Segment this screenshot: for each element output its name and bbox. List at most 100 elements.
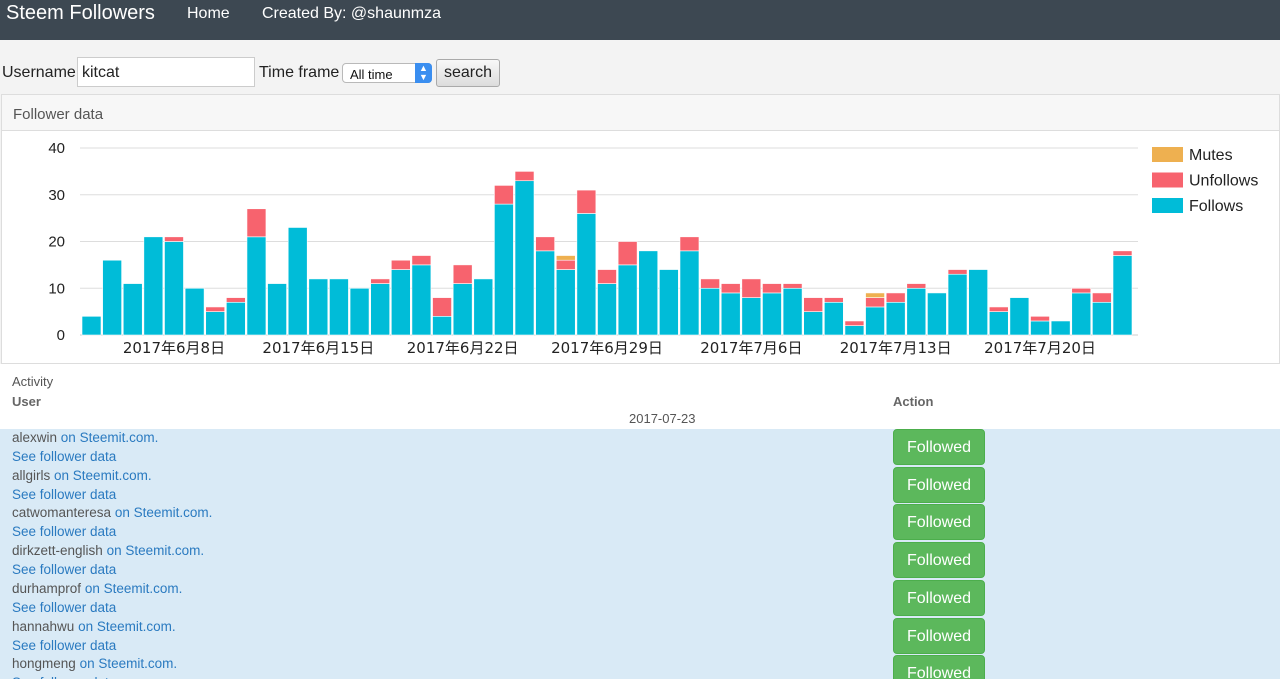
user-line: hannahwu on Steemit.com. [12, 619, 176, 634]
y-tick-label: 10 [48, 280, 65, 297]
bar-unfollows [782, 283, 803, 289]
brand-title[interactable]: Steem Followers [6, 2, 155, 24]
x-tick-label: 2017年6月15日 [262, 339, 374, 357]
bar-follows [947, 273, 968, 336]
bar-unfollows [514, 171, 535, 182]
bar-follows [473, 278, 494, 336]
bar-unfollows [1092, 292, 1112, 303]
bar-follows [927, 292, 947, 336]
username-input[interactable]: kitcat [77, 57, 255, 87]
bar-follows [514, 180, 535, 336]
followed-button[interactable]: Followed [893, 655, 985, 679]
bar-unfollows [741, 278, 762, 298]
bar-unfollows [576, 189, 597, 214]
activity-section: Activity User Action 2017-07-23 alexwin … [0, 364, 1280, 679]
legend-label: Follows [1189, 198, 1243, 215]
bar-follows [164, 241, 184, 336]
see-follower-data-link[interactable]: See follower data [12, 524, 117, 540]
bar-follows [287, 227, 308, 336]
bar-follows [803, 311, 824, 336]
user-line: hongmeng on Steemit.com. [12, 656, 177, 671]
bar-unfollows [246, 208, 267, 238]
see-follower-data-link[interactable]: See follower data [12, 449, 117, 464]
x-tick-label: 2017年7月20日 [984, 339, 1096, 357]
see-follower-data-link[interactable]: See follower data [12, 637, 117, 653]
bar-follows [617, 264, 638, 336]
nav-created-by-link[interactable]: Created By: @shaunmza [262, 5, 441, 22]
bar-unfollows [762, 283, 782, 294]
search-button[interactable]: search [436, 59, 500, 87]
activity-list: alexwin on Steemit.com. See follower data… [0, 429, 1280, 679]
followed-button[interactable]: Followed [893, 504, 985, 541]
bar-unfollows [164, 236, 184, 242]
activity-title: Activity [12, 374, 54, 389]
activity-row: hongmeng on Steemit.com. See follower dat… [0, 655, 1280, 679]
bar-unfollows [906, 283, 927, 289]
bar-follows [102, 259, 122, 336]
steemit-link[interactable]: on Steemit.com. [79, 656, 178, 672]
nav-home-link[interactable]: Home [187, 5, 230, 22]
bar-unfollows [700, 278, 720, 289]
see-follower-data-link[interactable]: See follower data [12, 562, 117, 578]
see-follower-data-link[interactable]: See follower data [12, 599, 117, 615]
bar-follows [659, 269, 679, 336]
activity-row: hannahwu on Steemit.com. See follower dat… [0, 617, 1280, 656]
bar-unfollows [885, 292, 906, 303]
bar-follows [246, 236, 267, 336]
followed-button[interactable]: Followed [893, 466, 985, 503]
bar-follows [143, 236, 164, 336]
bar-follows [390, 269, 411, 336]
bar-follows [81, 316, 102, 336]
legend-label: Mutes [1189, 147, 1233, 164]
bar-follows [741, 297, 762, 336]
steemit-link[interactable]: on Steemit.com. [84, 580, 183, 596]
username: hongmeng [12, 656, 76, 672]
bar-follows [782, 287, 803, 336]
timeframe-select[interactable]: All time ▲ ▼ [342, 63, 432, 83]
bar-follows [988, 311, 1009, 336]
user-line: alexwin on Steemit.com. [12, 430, 158, 445]
followed-button[interactable]: Followed [893, 579, 985, 616]
bar-follows [535, 250, 555, 336]
bar-follows [638, 250, 659, 336]
bar-unfollows [226, 297, 246, 303]
followed-button[interactable]: Followed [893, 617, 985, 654]
bar-follows [555, 269, 576, 336]
bar-unfollows [947, 269, 968, 275]
bar-unfollows [555, 259, 576, 270]
bar-mutes [555, 255, 576, 261]
bar-mutes [865, 292, 885, 298]
bar-follows [968, 269, 988, 336]
see-follower-data-link[interactable]: See follower data [12, 675, 116, 679]
legend-swatch [1152, 172, 1183, 188]
steemit-link[interactable]: on Steemit.com. [114, 505, 213, 521]
bar-unfollows [865, 297, 885, 308]
bar-follows [308, 278, 329, 336]
bar-follows [844, 325, 865, 336]
bar-follows [700, 287, 720, 336]
bar-unfollows [1071, 287, 1092, 294]
steemit-link[interactable]: on Steemit.com. [106, 543, 205, 559]
user-line: dirkzett-english on Steemit.com. [12, 543, 204, 558]
bar-follows [1092, 301, 1112, 336]
steemit-link[interactable]: on Steemit.com. [60, 430, 159, 445]
user-column-header: User [12, 394, 41, 409]
timeframe-value: All time [350, 67, 393, 82]
y-tick-label: 40 [48, 140, 65, 157]
bar-unfollows [803, 297, 824, 312]
followed-button[interactable]: Followed [893, 429, 985, 465]
username: catwomanteresa [12, 505, 112, 521]
panel-title: Follower data [13, 106, 104, 123]
steemit-link[interactable]: on Steemit.com. [78, 618, 176, 634]
bar-unfollows [535, 236, 555, 252]
bar-unfollows [720, 283, 741, 294]
bar-follows [906, 287, 927, 336]
steemit-link[interactable]: on Steemit.com. [54, 467, 152, 483]
legend-swatch [1152, 147, 1183, 162]
see-follower-data-link[interactable]: See follower data [12, 486, 117, 502]
followed-button[interactable]: Followed [893, 542, 985, 579]
activity-row: alexwin on Steemit.com. See follower data… [0, 429, 1280, 467]
activity-row: durhamprof on Steemit.com. See follower d… [0, 579, 1280, 618]
navbar: Steem Followers Home Created By: @shaunm… [0, 0, 1280, 40]
user-line: durhamprof on Steemit.com. [12, 581, 182, 596]
